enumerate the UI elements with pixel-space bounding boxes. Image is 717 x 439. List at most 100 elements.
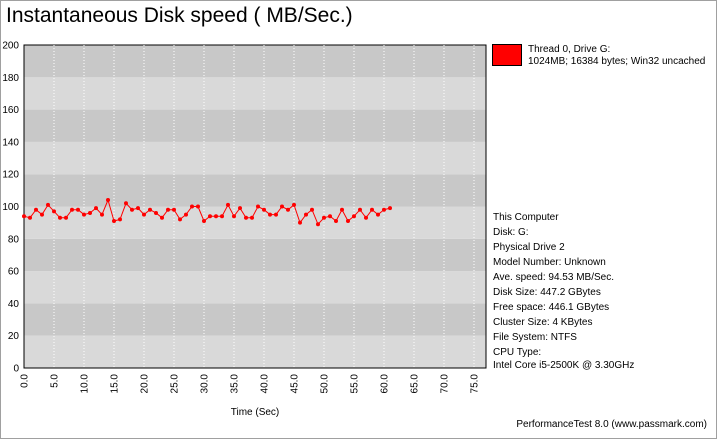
legend-swatch (492, 44, 522, 66)
data-point (268, 212, 272, 217)
data-point (136, 206, 140, 211)
y-tick-label: 200 (2, 41, 19, 52)
info-ave-speed: Ave. speed: 94.53 MB/Sec. (493, 272, 615, 283)
legend-line-2: 1024MB; 16384 bytes; Win32 uncached (528, 56, 706, 67)
data-point (160, 215, 164, 220)
y-tick-label: 160 (2, 105, 19, 116)
data-point (382, 207, 386, 212)
data-point (352, 214, 356, 219)
x-tick-label: 50.0 (320, 374, 331, 394)
info-free-space: Free space: 446.1 GBytes (493, 302, 610, 313)
x-tick-label: 30.0 (200, 374, 211, 394)
data-point (100, 212, 104, 217)
y-tick-label: 180 (2, 73, 19, 84)
data-point (184, 212, 188, 217)
x-axis-label: Time (Sec) (231, 407, 280, 418)
data-point (244, 215, 248, 220)
data-point (310, 207, 314, 212)
data-point (82, 212, 86, 217)
plot-band (24, 271, 486, 304)
plot-band (24, 335, 486, 368)
x-tick-label: 15.0 (110, 374, 121, 394)
x-tick-label: 5.0 (50, 374, 61, 388)
x-tick-label: 60.0 (380, 374, 391, 394)
x-axis-ticks: 0.0 5.0 10.0 15.0 20.0 25.0 30.0 35.0 40.0 45.0 50… (20, 374, 481, 394)
data-point (142, 212, 146, 217)
data-point (226, 202, 230, 207)
y-tick-label: 100 (2, 202, 19, 213)
info-file-system: File System: NTFS (493, 332, 577, 343)
data-point (190, 204, 194, 209)
plot-band (24, 303, 486, 336)
info-cluster-size: Cluster Size: 4 KBytes (493, 317, 593, 328)
plot-border (23, 44, 487, 369)
plot-band (24, 174, 486, 207)
data-point (322, 215, 326, 220)
x-tick-label: 0.0 (20, 374, 31, 388)
legend-line-1: Thread 0, Drive G: (528, 44, 611, 55)
data-point (52, 209, 56, 214)
x-tick-label: 75.0 (470, 374, 481, 394)
data-point (94, 206, 98, 211)
data-point (130, 207, 134, 212)
data-point (172, 207, 176, 212)
data-point (370, 207, 374, 212)
data-point (70, 207, 74, 212)
data-point (196, 204, 200, 209)
plot-band (24, 109, 486, 142)
y-tick-label: 20 (8, 331, 20, 342)
data-point (34, 207, 38, 212)
y-tick-label: 80 (8, 234, 20, 245)
x-tick-label: 65.0 (410, 374, 421, 394)
plot-band (24, 141, 486, 175)
data-point (202, 219, 206, 224)
x-tick-label: 40.0 (260, 374, 271, 394)
computer-info-panel: This Computer Disk: G: Physical Drive 2 … (493, 210, 634, 371)
data-point (328, 214, 332, 219)
data-point (64, 215, 68, 220)
data-point (238, 206, 242, 211)
data-point (178, 217, 182, 222)
info-physical-drive: Physical Drive 2 (493, 242, 565, 253)
data-point (358, 207, 362, 212)
data-point (262, 207, 266, 212)
data-point (154, 210, 158, 215)
x-tick-label: 35.0 (230, 374, 241, 394)
data-point (22, 214, 26, 219)
data-point (274, 212, 278, 217)
data-point (76, 207, 80, 212)
info-disk-size: Disk Size: 447.2 GBytes (493, 287, 601, 298)
data-point (376, 212, 380, 217)
data-point (364, 215, 368, 220)
y-tick-label: 40 (8, 299, 20, 310)
data-point (250, 215, 254, 220)
data-point (166, 207, 170, 212)
data-point (292, 202, 296, 207)
chart-title: Instantaneous Disk speed ( MB/Sec.) (6, 4, 353, 27)
data-point (148, 207, 152, 212)
data-point (112, 219, 116, 224)
data-point (46, 202, 50, 207)
data-point (298, 220, 302, 225)
plot-band (24, 77, 486, 110)
data-point (208, 214, 212, 219)
plot-band (24, 45, 486, 78)
x-tick-label: 20.0 (140, 374, 151, 394)
data-point (316, 222, 320, 227)
info-cpu-type-value: Intel Core i5-2500K @ 3.30GHz (493, 360, 635, 371)
plot-band (24, 238, 486, 272)
y-tick-label: 120 (2, 170, 19, 181)
data-point (220, 214, 224, 219)
info-heading: This Computer (493, 212, 559, 223)
data-point (232, 214, 236, 219)
x-tick-label: 10.0 (80, 374, 91, 394)
info-model-number: Model Number: Unknown (493, 257, 606, 268)
info-cpu-type-label: CPU Type: (493, 347, 542, 358)
data-point (28, 215, 32, 220)
y-tick-label: 0 (13, 364, 19, 375)
data-point (334, 219, 338, 224)
footer-credit: PerformanceTest 8.0 (www.passmark.com) (516, 419, 707, 430)
data-point (40, 212, 44, 217)
data-point (388, 206, 392, 211)
